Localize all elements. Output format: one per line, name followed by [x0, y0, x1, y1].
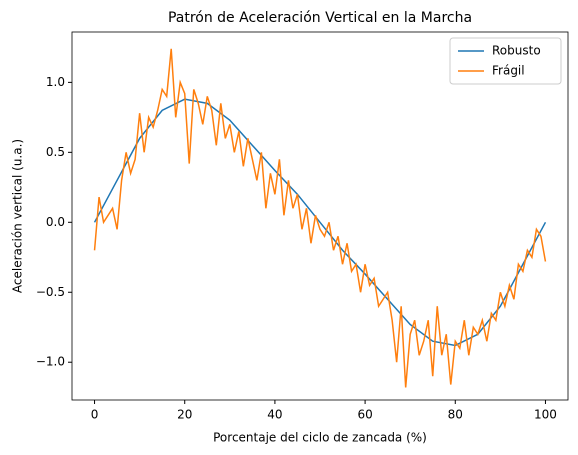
y-tick-label: −0.5: [36, 285, 65, 299]
line-series: [93, 48, 547, 388]
y-tick-label: 0.0: [46, 215, 65, 229]
chart-title: Patrón de Aceleración Vertical en la Mar…: [168, 10, 472, 26]
x-tick-label: 20: [177, 408, 192, 422]
y-tick-label: −1.0: [36, 355, 65, 369]
x-axis-label: Porcentaje del ciclo de zancada (%): [213, 431, 427, 445]
x-tick-label: 80: [448, 408, 463, 422]
y-tick-label: 0.5: [46, 145, 65, 159]
legend-box: [449, 37, 562, 85]
x-tick-label: 100: [534, 408, 557, 422]
line-series: [93, 98, 547, 347]
legend-label: Robusto: [492, 44, 541, 58]
x-tick-label: 60: [357, 408, 372, 422]
y-axis-label: Aceleración vertical (u.a.): [11, 139, 25, 293]
x-tick-label: 40: [267, 408, 282, 422]
y-tick-label: 1.0: [46, 75, 65, 89]
plot-frame: [71, 31, 569, 401]
x-tick-label: 0: [91, 408, 99, 422]
legend-label: Frágil: [492, 64, 525, 78]
